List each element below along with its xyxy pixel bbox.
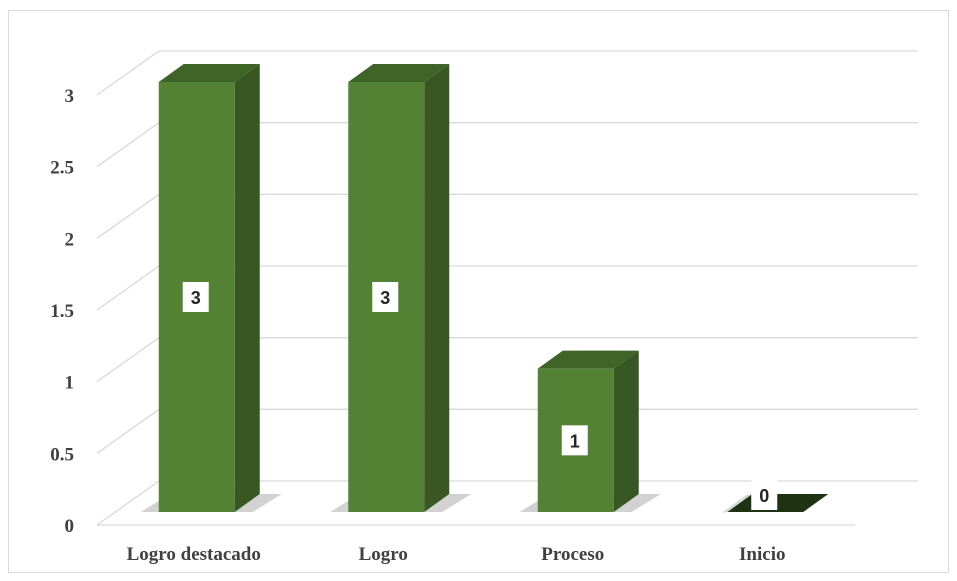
bar-top — [348, 64, 450, 82]
x-category-label: Proceso — [541, 544, 604, 565]
bar-top — [158, 64, 260, 82]
gridlines — [96, 50, 918, 454]
floor-left-edge — [96, 480, 160, 526]
y-tick-label: 1 — [65, 373, 75, 394]
data-label-box — [751, 480, 778, 510]
bar — [727, 494, 829, 512]
y-tick-label: 2.5 — [50, 158, 74, 179]
gridline-diagonal — [96, 337, 160, 383]
data-label: 1 — [570, 431, 580, 451]
y-tick-label: 3 — [65, 86, 75, 107]
gridline-diagonal — [96, 408, 160, 454]
data-label-box — [561, 425, 588, 456]
y-tick-label: 1.5 — [50, 301, 74, 322]
data-label: 0 — [759, 486, 769, 506]
gridline-diagonal — [96, 265, 160, 311]
y-tick-label: 2 — [65, 229, 75, 250]
bar-side — [424, 64, 450, 512]
data-label-box — [182, 282, 209, 312]
x-category-label: Inicio — [739, 544, 785, 565]
bar-edge — [721, 494, 753, 513]
x-category-labels: Logro destacado Logro Proceso Inicio — [127, 544, 786, 565]
x-category-label: Logro — [359, 544, 408, 565]
data-label: 3 — [380, 288, 390, 308]
y-tick-label: 0.5 — [50, 444, 74, 465]
x-category-label: Logro destacado — [127, 544, 261, 565]
bar-side — [234, 64, 260, 512]
gridline-diagonal — [96, 193, 160, 239]
gridline-diagonal — [96, 122, 160, 168]
gridline-diagonal — [96, 50, 160, 96]
y-tick-labels: 0 0.5 1 1.5 2 2.5 3 — [50, 86, 74, 537]
data-label: 3 — [191, 288, 201, 308]
data-labels: 3 3 1 0 — [182, 282, 778, 510]
data-label-box — [372, 282, 399, 312]
bars — [140, 64, 829, 513]
y-tick-label: 0 — [65, 516, 75, 537]
bar-top — [537, 350, 639, 369]
bar-side — [613, 350, 639, 512]
